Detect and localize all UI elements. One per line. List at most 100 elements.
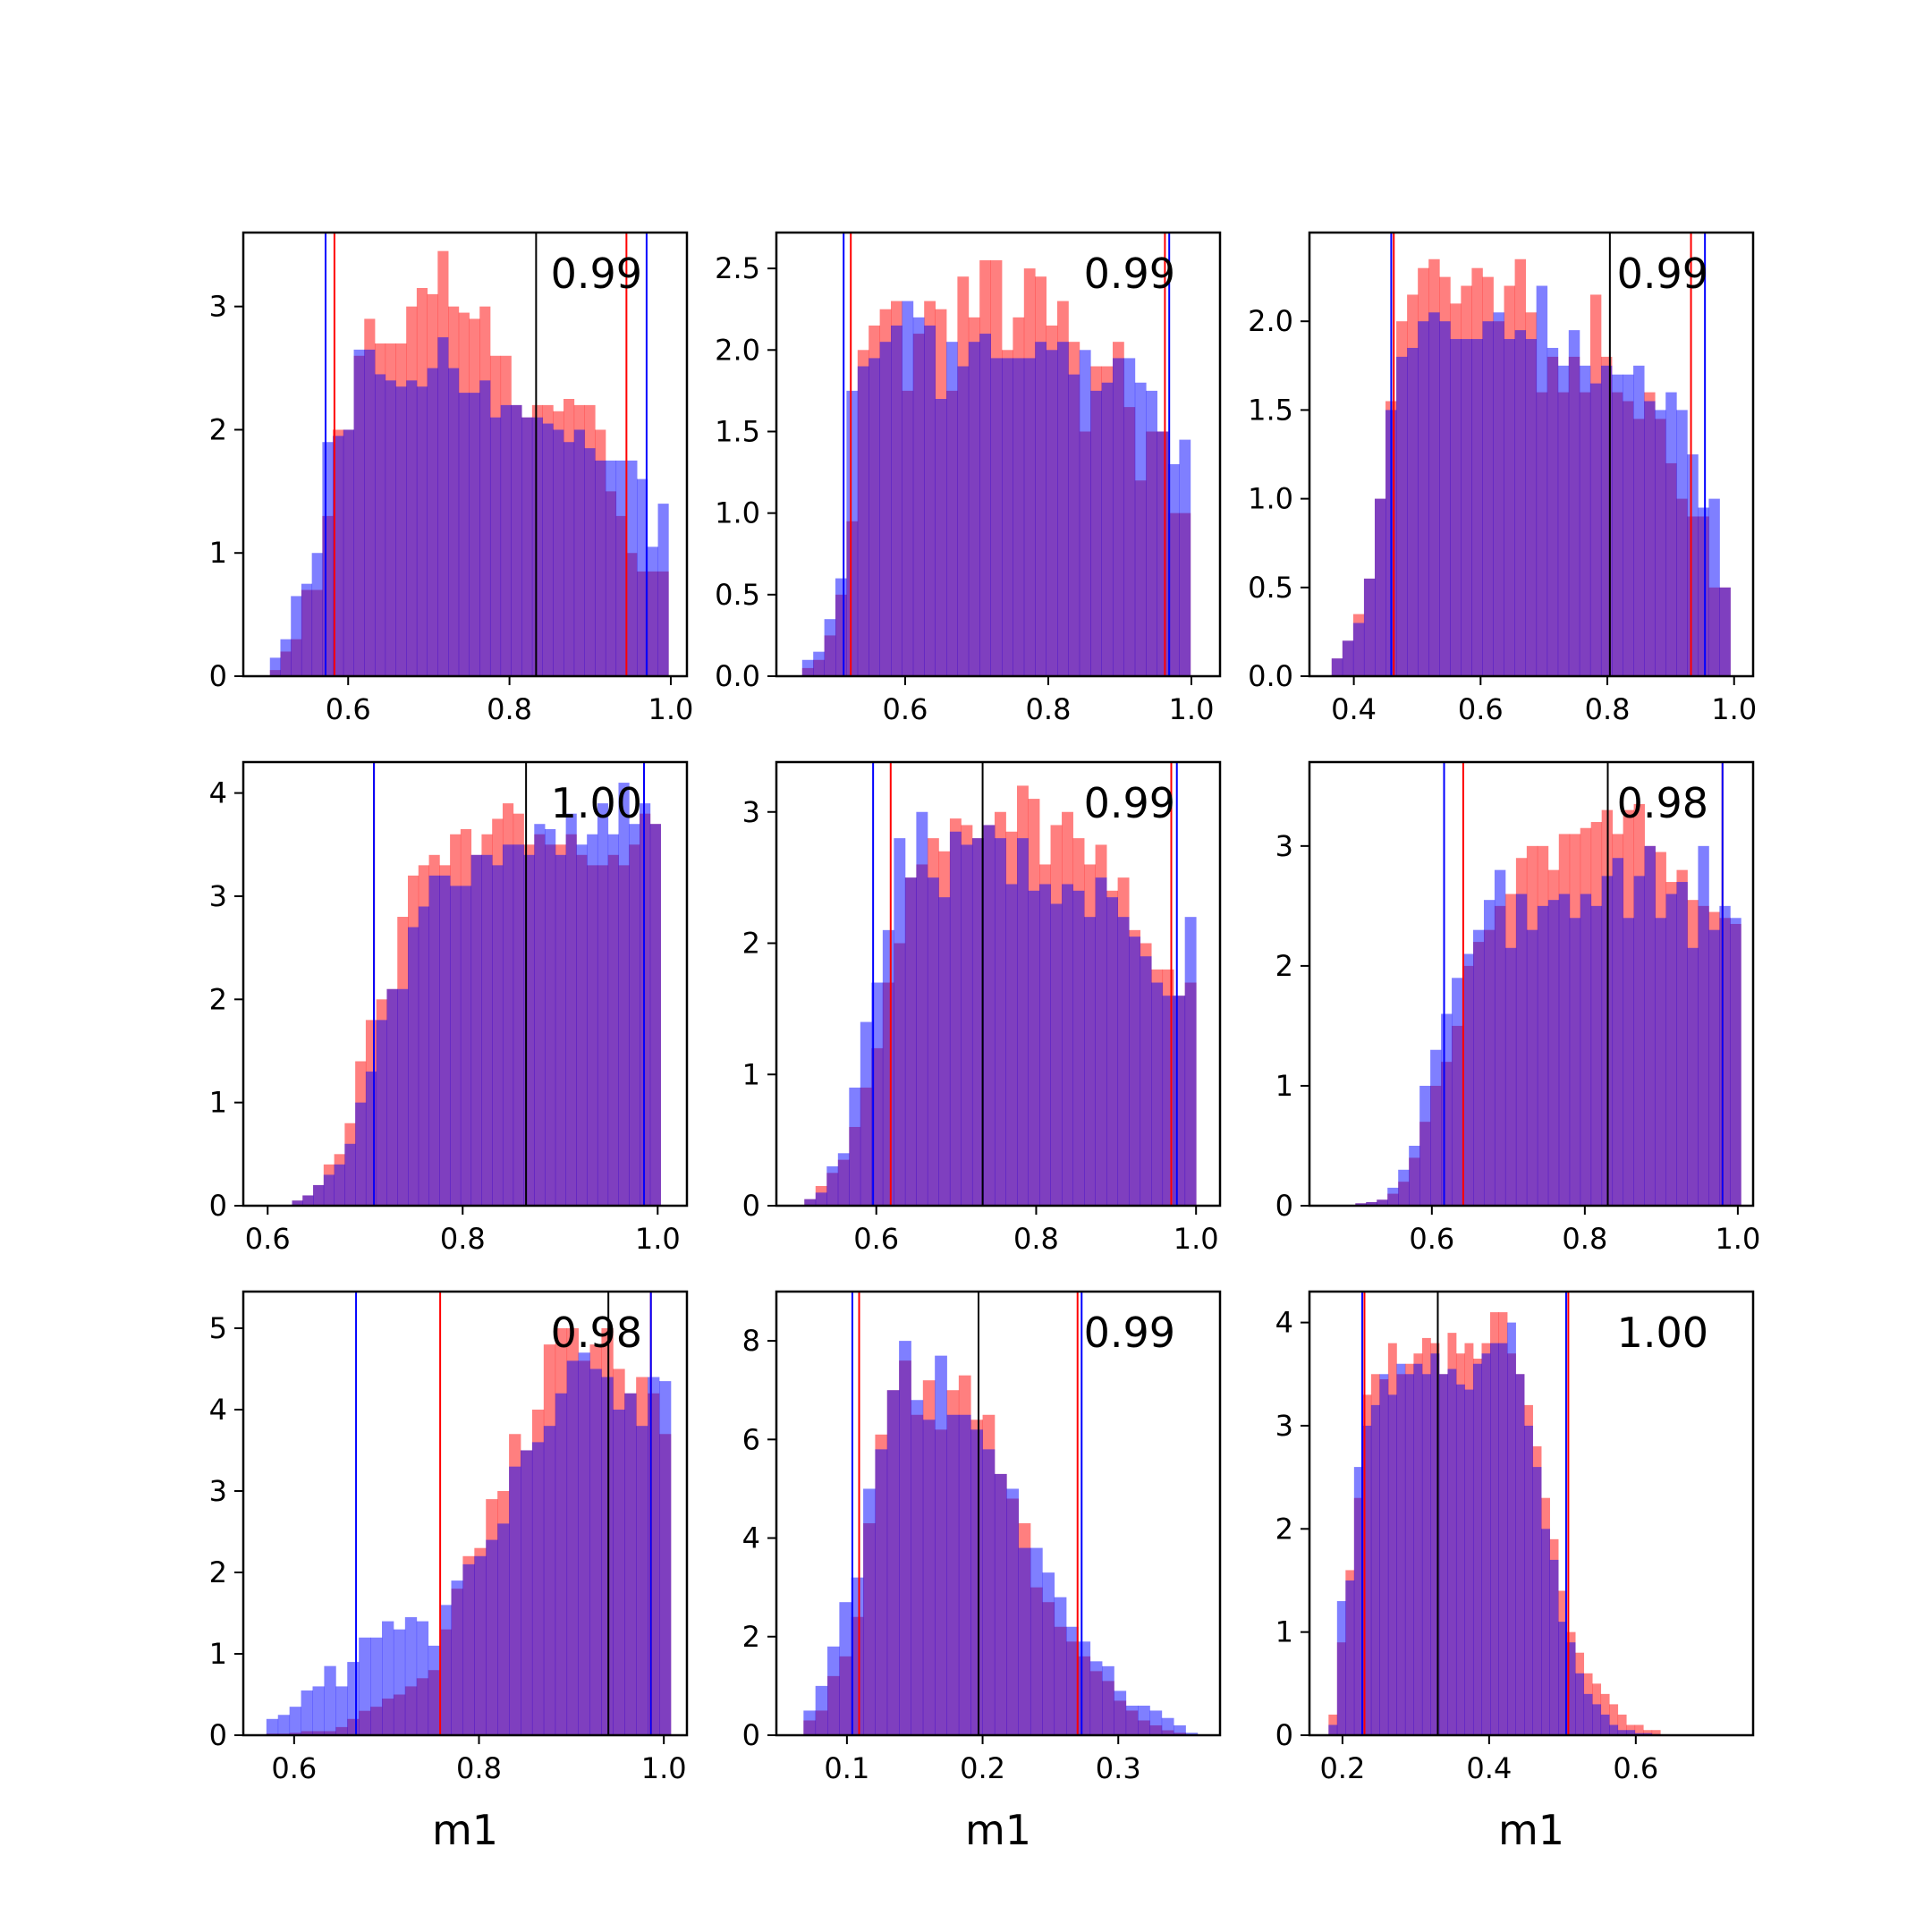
- histogram-bar: [1626, 1730, 1636, 1735]
- histogram-bar: [647, 547, 658, 676]
- histogram-bar: [386, 988, 398, 1206]
- y-tick-label: 1.5: [715, 414, 760, 448]
- histogram-bar: [1328, 1724, 1338, 1735]
- panel-annotation: 0.98: [551, 1309, 642, 1357]
- histogram-bar: [957, 366, 970, 676]
- histogram-bar: [1447, 1368, 1457, 1735]
- histogram-bar: [1421, 1374, 1431, 1735]
- histogram-bar: [1102, 1665, 1114, 1735]
- histogram-bar: [397, 988, 409, 1206]
- histogram-bar: [324, 1665, 336, 1735]
- histogram-bar: [1005, 884, 1018, 1206]
- histogram-bar: [624, 1393, 637, 1735]
- histogram-bar: [323, 1174, 335, 1206]
- series-blue: [269, 337, 669, 676]
- y-tick-label: 3: [1275, 829, 1293, 863]
- histogram-bar: [1483, 900, 1496, 1206]
- histogram-bar: [576, 844, 588, 1206]
- histogram-bar: [531, 1442, 545, 1735]
- histogram-bar: [1633, 365, 1645, 676]
- histogram-bar: [1730, 918, 1741, 1206]
- histogram-bar: [1162, 996, 1174, 1206]
- y-tick-label: 1: [1275, 1615, 1293, 1649]
- histogram-bar: [916, 811, 928, 1206]
- histogram-bar: [416, 1621, 429, 1735]
- y-tick-label: 0: [1275, 1189, 1293, 1223]
- y-tick-label: 4: [1275, 1306, 1293, 1340]
- histogram-bar: [1050, 903, 1063, 1206]
- histogram-bar: [1611, 374, 1623, 676]
- y-tick-label: 3: [209, 1474, 227, 1508]
- histogram-bar: [839, 1602, 852, 1735]
- histogram-bar: [1612, 858, 1624, 1206]
- histogram-bar: [961, 844, 973, 1206]
- histogram-bar: [958, 1414, 971, 1735]
- histogram-bar: [500, 404, 512, 676]
- histogram-bar: [946, 342, 958, 676]
- y-tick-label: 1: [209, 1637, 227, 1671]
- histogram-bar: [1428, 312, 1440, 676]
- histogram-bar: [376, 1020, 387, 1206]
- histogram-bar: [1363, 578, 1376, 676]
- y-tick-label: 0.0: [1248, 659, 1293, 693]
- y-tick-label: 2: [209, 412, 227, 446]
- series-blue: [804, 811, 1197, 1206]
- histogram-bar: [1450, 339, 1462, 676]
- histogram-bar: [1623, 918, 1634, 1206]
- series-blue: [1328, 1322, 1661, 1735]
- histogram-bar: [879, 342, 892, 676]
- histogram-bar: [894, 838, 906, 1206]
- histogram-bar: [970, 1429, 983, 1735]
- x-tick-label: 1.0: [1169, 692, 1215, 726]
- histogram-bar: [486, 1539, 498, 1735]
- histogram-bar: [1065, 1626, 1079, 1735]
- plot-area: [801, 233, 1191, 676]
- x-tick-label: 0.4: [1466, 1751, 1512, 1785]
- histogram-bar: [824, 619, 836, 676]
- histogram-bar: [1507, 1322, 1516, 1735]
- panel-annotation: 0.99: [1617, 250, 1708, 298]
- histogram-bar: [1549, 1559, 1559, 1735]
- histogram-bar: [1609, 1724, 1619, 1735]
- histogram-bar: [289, 1707, 301, 1735]
- y-tick-label: 2: [1275, 1512, 1293, 1546]
- y-tick-label: 4: [742, 1521, 760, 1555]
- histogram-bar: [1057, 342, 1069, 676]
- histogram-bar: [1471, 339, 1483, 676]
- histogram-bar: [1336, 1601, 1346, 1735]
- histogram-bar: [615, 460, 627, 676]
- histogram-bar: [1134, 382, 1147, 676]
- histogram-bar: [1184, 917, 1197, 1206]
- histogram-bar: [1396, 356, 1408, 676]
- histogram-bar: [851, 1577, 864, 1735]
- histogram-bar: [521, 417, 533, 676]
- x-tick-label: 1.0: [1174, 1222, 1219, 1256]
- x-tick-label: 0.8: [1026, 692, 1072, 726]
- plot-area: [804, 762, 1197, 1206]
- y-tick-label: 1: [209, 1086, 227, 1120]
- y-tick-label: 5: [209, 1311, 227, 1345]
- histogram-bar: [427, 368, 438, 676]
- histogram-bar: [659, 1381, 672, 1735]
- histogram-bar: [601, 1377, 614, 1735]
- histogram-bar: [1537, 905, 1549, 1206]
- histogram-bar: [312, 1686, 325, 1735]
- histogram-bar: [648, 1377, 660, 1735]
- histogram-bar: [385, 380, 396, 676]
- plot-area: [803, 1292, 1199, 1735]
- panel-annotation: 0.99: [551, 250, 642, 298]
- histogram-bar: [451, 1580, 463, 1735]
- series-blue: [1331, 285, 1731, 676]
- histogram-bar: [1665, 894, 1677, 1206]
- histogram-bar: [364, 349, 376, 676]
- y-tick-label: 2.0: [715, 333, 760, 367]
- histogram-bar: [1331, 658, 1343, 676]
- x-axis-label: m1: [432, 1806, 498, 1854]
- histogram-bar: [971, 838, 984, 1206]
- x-tick-label: 0.1: [824, 1751, 869, 1785]
- histogram-bar: [1117, 917, 1130, 1206]
- histogram-bar: [1054, 1597, 1067, 1735]
- histogram-bar: [1157, 431, 1169, 676]
- histogram-bar: [1441, 1013, 1453, 1206]
- histogram-bar: [902, 301, 914, 676]
